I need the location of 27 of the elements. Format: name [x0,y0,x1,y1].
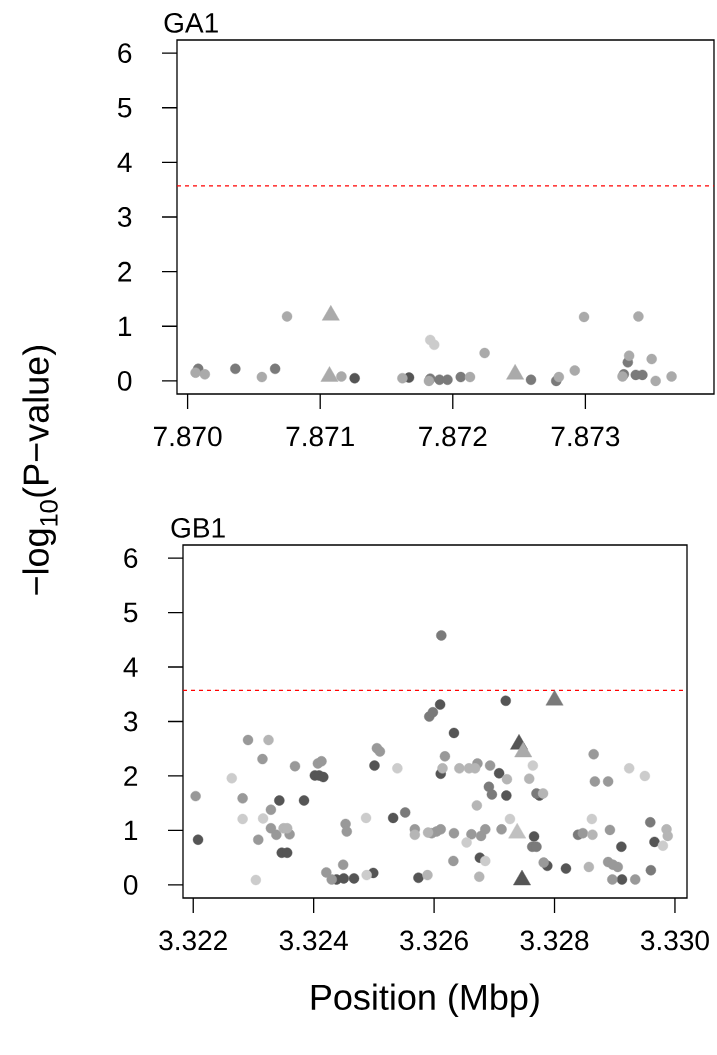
x-tick-label: 7.873 [551,426,620,447]
x-tick-label: 7.872 [419,426,487,447]
y-tick-label: 6 [124,548,138,568]
y-tick-label: 1 [119,316,132,336]
y-tick-label: 5 [124,602,138,623]
y-tick-label: 1 [125,820,138,841]
x-tick-label: 3.322 [159,930,227,951]
y-axis-title: −log$_{10}$(P−value) [22,346,58,595]
y-tick-label: 0 [118,370,132,391]
x-tick-label: 3.330 [640,930,709,951]
chart-title: GA1 [164,12,218,33]
x-tick-label: 3.324 [279,930,348,951]
x-tick-label: 7.871 [286,426,354,447]
y-tick-label: 2 [124,766,138,786]
y-tick-label: 5 [118,97,132,118]
y-tick-label: 6 [118,43,132,64]
y-tick-label: 3 [123,711,138,732]
x-tick-label: 3.326 [400,930,468,951]
x-tick-label: 3.328 [520,930,589,951]
x-axis-title: Position (Mbp) [311,983,539,1018]
chart-title: GB1 [171,517,225,538]
y-tick-label: 2 [118,261,132,282]
x-tick-label: 7.870 [154,426,222,447]
y-tick-label: 4 [123,657,138,677]
y-tick-label: 4 [117,152,132,172]
y-tick-label: 3 [117,207,132,227]
y-tick-label: 0 [123,875,138,895]
